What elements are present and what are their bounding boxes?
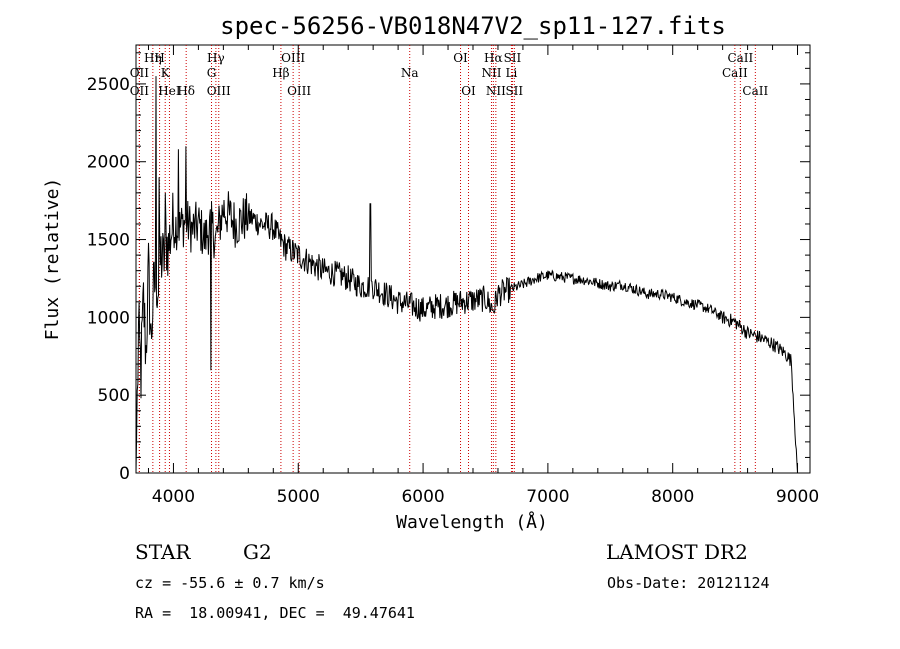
spectral-line-label: Li [506, 66, 518, 80]
x-tick-label: 7000 [526, 487, 569, 507]
object-class: STAR [135, 540, 191, 564]
plot-frame [135, 44, 811, 474]
observation-date: Obs-Date: 20121124 [607, 574, 770, 592]
spectral-line-label: OIII [281, 51, 305, 65]
spectral-line-label: NII [486, 84, 506, 98]
y-tick-label: 0 [119, 464, 130, 484]
spectral-line-label: G [207, 66, 217, 80]
coordinates-text: RA = 18.00941, DEC = 49.47641 [135, 604, 415, 622]
spectral-line-label: OIII [207, 84, 231, 98]
x-tick-label: 6000 [401, 487, 444, 507]
spectral-line-label: HeI [158, 84, 181, 98]
line-labels: OIIOIIHηHKHeIHδHγGOIIIHβOIIIOIIINaOIOIHα… [130, 51, 769, 98]
survey-name: LAMOST DR2 [606, 540, 748, 564]
spectrum-line [135, 76, 798, 474]
x-axis-label: Wavelength (Å) [396, 511, 548, 533]
spectral-line-label: CaII [722, 66, 748, 80]
spectral-line-label: Hγ [207, 51, 225, 65]
y-tick-label: 1500 [87, 231, 130, 251]
x-tick-label: 9000 [776, 487, 819, 507]
spectral-line-label: H [154, 51, 164, 65]
spectral-line-label: CaII [742, 84, 768, 98]
spectral-line-label: K [161, 66, 171, 80]
spectrum-series [135, 76, 798, 474]
spectral-line-label: OII [130, 66, 150, 80]
axis-ticks: 4000 5000 6000 7000 8000 9000 0 500 1000 1500 2000… [87, 45, 819, 507]
x-tick-label: 4000 [152, 487, 195, 507]
spectral-line-label: OII [130, 84, 150, 98]
x-tick-label: 5000 [277, 487, 320, 507]
spectral-line-label: Hη [144, 51, 162, 65]
spectral-line-label: Hα [484, 51, 503, 65]
spectral-line-label: Hδ [177, 84, 195, 98]
x-tick-label: 8000 [651, 487, 694, 507]
y-tick-label: 2000 [87, 153, 130, 173]
spectral-line-label: OI [461, 84, 476, 98]
chart-title: spec-56256-VB018N47V2_sp11-127.fits [220, 12, 726, 40]
spectral-line-label: OIII [287, 84, 311, 98]
object-subclass: G2 [243, 540, 272, 564]
spectral-line-label: Na [401, 66, 419, 80]
spectral-line-label: NII [481, 66, 501, 80]
redshift-text: cz = -55.6 ± 0.7 km/s [135, 574, 325, 592]
y-tick-label: 2500 [87, 75, 130, 95]
y-tick-label: 500 [98, 386, 130, 406]
spectral-line-label: CaII [727, 51, 753, 65]
y-axis-label: Flux (relative) [42, 178, 63, 341]
spectral-line-markers [138, 45, 756, 473]
y-tick-label: 1000 [87, 308, 130, 328]
spectral-line-label: SII [505, 84, 523, 98]
spectral-line-label: SII [504, 51, 522, 65]
spectral-line-label: Hβ [272, 66, 289, 80]
spectral-line-label: OI [453, 51, 468, 65]
